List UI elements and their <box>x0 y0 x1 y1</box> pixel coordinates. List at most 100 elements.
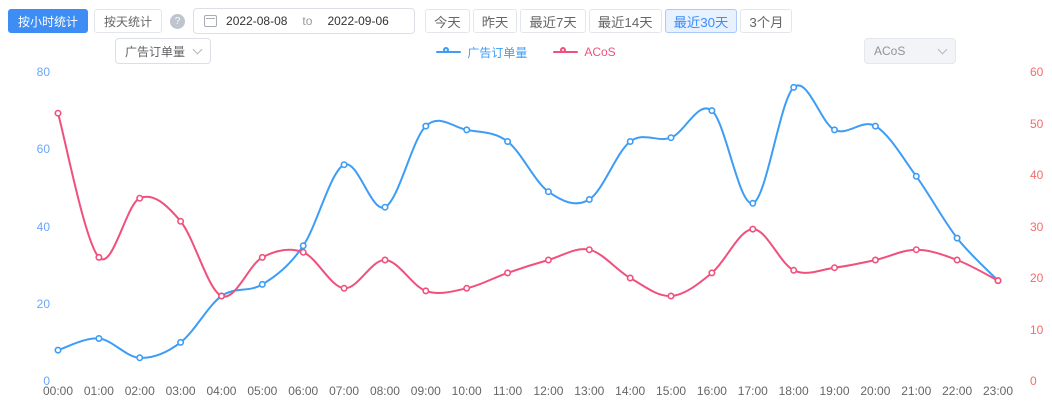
legend-item-acos[interactable]: ACoS <box>553 45 616 59</box>
data-point-marker <box>708 107 716 115</box>
data-point-marker <box>177 338 185 346</box>
x-axis-tick: 05:00 <box>247 384 278 398</box>
data-point-marker <box>258 253 266 261</box>
data-point-marker <box>667 134 675 142</box>
data-point-marker <box>749 225 757 233</box>
x-axis-tick: 09:00 <box>410 384 441 398</box>
data-point-marker <box>830 264 838 272</box>
data-point-marker <box>871 256 879 264</box>
calendar-icon <box>204 15 218 27</box>
chevron-down-icon <box>937 44 948 55</box>
x-axis-tick: 16:00 <box>696 384 727 398</box>
data-point-marker <box>381 256 389 264</box>
chart-canvas <box>54 83 1002 362</box>
legend-label: ACoS <box>584 45 616 59</box>
x-axis-tick: 18:00 <box>778 384 809 398</box>
data-point-marker <box>830 126 838 134</box>
metric-select-value: 广告订单量 <box>125 44 186 59</box>
data-point-marker <box>340 284 348 292</box>
x-axis-tick: 15:00 <box>656 384 687 398</box>
data-point-marker <box>708 269 716 277</box>
x-axis-tick: 00:00 <box>42 384 74 398</box>
right-axis-tick: 0 <box>1030 374 1037 388</box>
range-3months-button[interactable]: 3个月 <box>740 9 793 33</box>
quick-range-group: 今天 昨天 最近7天 最近14天 最近30天 3个月 <box>425 9 793 33</box>
x-axis-tick: 23:00 <box>982 384 1014 398</box>
x-axis-tick: 12:00 <box>533 384 564 398</box>
help-icon[interactable]: ? <box>170 13 186 29</box>
right-axis-tick: 60 <box>1030 65 1044 79</box>
chart-area: 0 20 40 60 80 0 10 20 30 40 50 60 00:00 01:00 02:00 03:… <box>0 62 1052 403</box>
top-toolbar: 按小时统计 按天统计 ? 2022-08-08 to 2022-09-06 今天… <box>8 8 793 34</box>
x-axis-tick: 11:00 <box>492 384 523 398</box>
secondary-metric-select[interactable]: ACoS <box>864 38 956 64</box>
secondary-select-value: ACoS <box>874 44 906 58</box>
right-axis-tick: 40 <box>1030 168 1044 182</box>
data-point-marker <box>463 284 471 292</box>
left-axis-tick: 20 <box>36 296 50 311</box>
x-axis-tick: 21:00 <box>901 384 932 398</box>
data-point-marker <box>504 269 512 277</box>
data-point-marker <box>953 256 961 264</box>
chevron-down-icon <box>192 44 203 55</box>
left-axis-tick: 0 <box>43 374 50 388</box>
chart-controls-row: 广告订单量 ACoS 广告订单量 ACoS <box>0 38 1052 66</box>
data-point-marker <box>667 292 675 300</box>
line-series-icon <box>553 47 579 57</box>
right-axis-tick: 10 <box>1030 322 1044 337</box>
data-point-marker <box>422 287 430 295</box>
x-axis-tick: 03:00 <box>165 384 196 398</box>
data-point-marker <box>504 138 512 146</box>
data-point-marker <box>340 161 348 169</box>
x-axis-tick: 14:00 <box>615 384 646 398</box>
chart-legend: 广告订单量 ACoS <box>0 39 1052 65</box>
x-axis-tick: 02:00 <box>124 384 155 398</box>
data-point-marker <box>626 274 634 282</box>
data-point-marker <box>544 188 552 196</box>
data-point-marker <box>790 83 798 91</box>
legend-label: 广告订单量 <box>467 45 528 60</box>
range-30days-button[interactable]: 最近30天 <box>664 9 738 33</box>
data-point-marker <box>749 199 757 207</box>
data-point-marker <box>953 234 961 242</box>
data-point-marker <box>218 292 226 300</box>
x-axis-tick: 10:00 <box>451 384 482 398</box>
daily-stats-button[interactable]: 按天统计 <box>94 9 163 33</box>
data-point-marker <box>994 277 1002 285</box>
x-axis-tick: 04:00 <box>206 384 237 398</box>
right-axis-tick: 30 <box>1030 219 1044 234</box>
right-axis-tick: 50 <box>1030 116 1044 131</box>
range-14days-button[interactable]: 最近14天 <box>588 9 662 33</box>
data-point-marker <box>54 346 62 354</box>
range-today-button[interactable]: 今天 <box>425 9 470 33</box>
data-point-marker <box>422 122 430 130</box>
date-end-value: 2022-09-06 <box>327 14 389 28</box>
data-point-marker <box>790 266 798 274</box>
left-axis-tick: 60 <box>36 142 50 157</box>
hourly-stats-button[interactable]: 按小时统计 <box>8 9 89 33</box>
range-7days-button[interactable]: 最近7天 <box>520 9 586 33</box>
left-axis-tick: 80 <box>36 65 50 79</box>
left-axis-tick: 40 <box>36 219 50 234</box>
date-range-picker[interactable]: 2022-08-08 to 2022-09-06 <box>193 8 416 34</box>
data-point-marker <box>136 354 144 362</box>
metric-select[interactable]: 广告订单量 <box>115 38 211 64</box>
data-point-marker <box>871 122 879 130</box>
x-axis-tick: 07:00 <box>329 384 360 398</box>
range-yesterday-button[interactable]: 昨天 <box>472 9 518 33</box>
data-point-marker <box>299 248 307 256</box>
data-point-marker <box>381 203 389 211</box>
data-point-marker <box>95 334 103 342</box>
date-start-value: 2022-08-08 <box>226 14 288 28</box>
data-point-marker <box>95 253 103 261</box>
data-point-marker <box>258 280 266 288</box>
line-series-icon <box>436 47 462 57</box>
line-series-1 <box>57 112 999 298</box>
legend-item-orders[interactable]: 广告订单量 <box>436 44 527 61</box>
data-point-marker <box>136 194 144 202</box>
data-point-marker <box>585 196 593 204</box>
data-point-marker <box>626 138 634 146</box>
x-axis-tick: 13:00 <box>574 384 605 398</box>
data-point-marker <box>299 242 307 250</box>
right-axis-tick: 20 <box>1030 271 1044 285</box>
